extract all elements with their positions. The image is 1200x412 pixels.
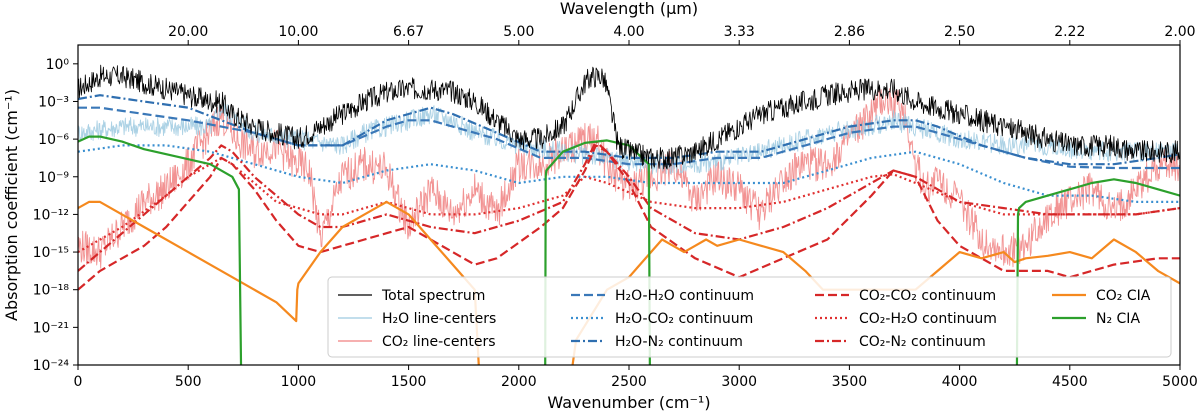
legend: Total spectrum H₂O line-centers CO₂ line-c… [327, 276, 1172, 358]
legend-label: H₂O-H₂O continuum [615, 288, 754, 304]
series-8-co2-n2-continuum [78, 140, 1180, 272]
series-9-co2-cia [78, 200, 1180, 365]
y-axis-label: Absorption coefficient (cm⁻¹) [2, 89, 21, 321]
legend-label: CO₂-N₂ continuum [859, 334, 986, 350]
y-tick-label: 10⁻¹⁵ [33, 245, 69, 261]
y-tick-label: 10⁻¹² [33, 207, 69, 223]
y-tick-label: 10⁻⁹ [38, 170, 69, 186]
series-4-h2o-co2-continuum [78, 144, 1180, 203]
x-tick-label: 2000 [501, 374, 537, 390]
y-tick-label: 10⁰ [46, 57, 70, 73]
x-tick-label: 3500 [832, 374, 868, 390]
x2-tick-label: 2.86 [834, 24, 865, 40]
x2-tick-label: 6.67 [393, 24, 424, 40]
legend-label: H₂O-N₂ continuum [615, 334, 743, 350]
x-tick-label: 2500 [611, 374, 647, 390]
x2-tick-label: 10.00 [278, 24, 318, 40]
x-tick-label: 0 [74, 374, 83, 390]
y-tick-label: 10⁻³ [38, 94, 69, 110]
series-7-co2-h2o-continuum [78, 156, 1180, 254]
series-10-n2-cia [78, 135, 1180, 365]
x-tick-label: 500 [175, 374, 202, 390]
legend-label: CO₂ CIA [1096, 288, 1151, 304]
series-5-h2o-n2-continuum [78, 94, 1180, 166]
x2-tick-label: 4.00 [613, 24, 644, 40]
x-tick-label: 3000 [721, 374, 757, 390]
x2-tick-label: 3.33 [724, 24, 755, 40]
legend-label: H₂O-CO₂ continuum [615, 311, 753, 327]
legend-label: N₂ CIA [1096, 311, 1140, 327]
x-axis-label: Wavenumber (cm⁻¹) [547, 393, 710, 412]
x2-tick-label: 2.00 [1164, 24, 1195, 40]
series-1-h2o-line-centers [78, 102, 1180, 175]
x-tick-label: 4500 [1052, 374, 1088, 390]
legend-label: H₂O line-centers [382, 311, 496, 327]
legend-label: CO₂-H₂O continuum [859, 311, 997, 327]
y-tick-label: 10⁻²¹ [33, 320, 69, 336]
y-tick-label: 10⁻¹⁸ [33, 283, 70, 299]
series-layer [78, 64, 1180, 365]
x-tick-label: 4000 [942, 374, 978, 390]
y-tick-label: 10⁻⁶ [38, 132, 69, 148]
x-tick-label: 1000 [281, 374, 317, 390]
series-0-total-spectrum [78, 64, 1180, 170]
x2-tick-label: 2.50 [944, 24, 975, 40]
legend-box [327, 276, 1172, 358]
x2-tick-label: 2.22 [1054, 24, 1085, 40]
x-tick-label: 1500 [391, 374, 427, 390]
x-tick-label: 5000 [1162, 374, 1198, 390]
x2-tick-label: 20.00 [168, 24, 208, 40]
legend-label: Total spectrum [381, 288, 485, 304]
legend-label: CO₂ line-centers [382, 334, 496, 350]
x2-axis-label: Wavelength (μm) [560, 0, 698, 18]
axes-layer: 0 500 1000 1500 2000 2500 3000 3500 4000 4500 5000… [33, 24, 1198, 390]
y-tick-label: 10⁻²⁴ [33, 358, 70, 374]
legend-label: CO₂-CO₂ continuum [859, 288, 996, 304]
x2-tick-label: 5.00 [503, 24, 534, 40]
